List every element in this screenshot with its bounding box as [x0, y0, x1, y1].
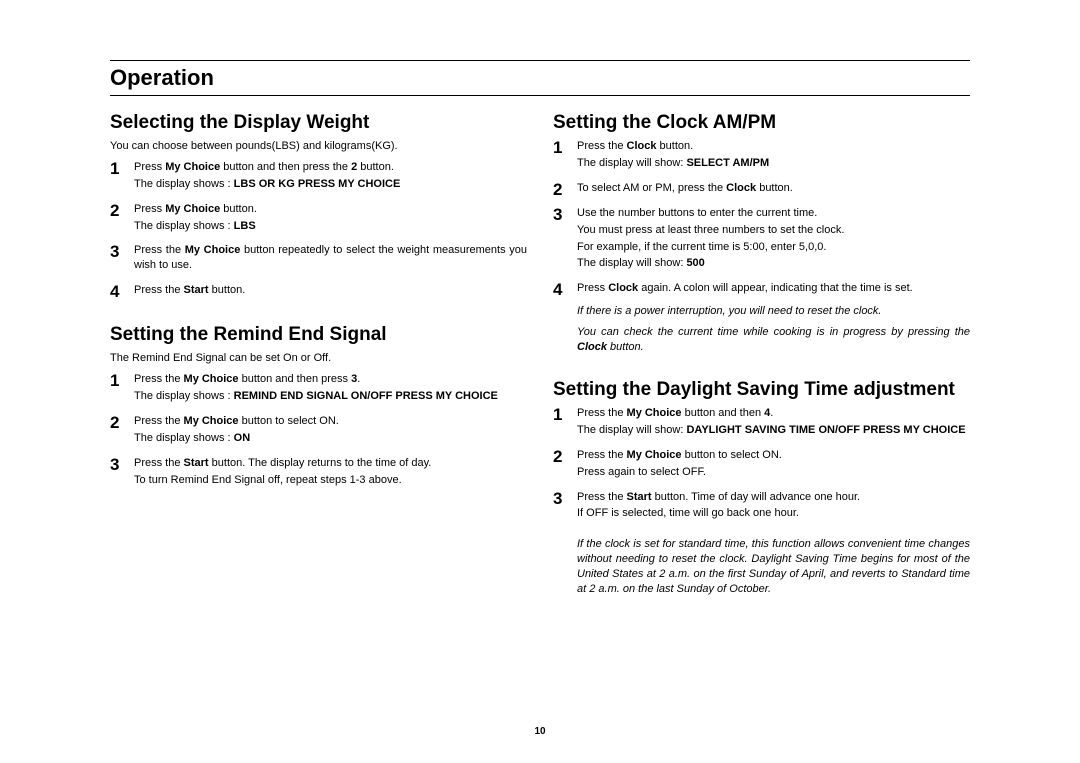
note-dst: If the clock is set for standard time, t…	[553, 537, 970, 596]
step-body: Press the My Choice button and then pres…	[134, 372, 498, 406]
steps-remind-end: 1 Press the My Choice button and then pr…	[110, 372, 527, 489]
step-number: 1	[553, 139, 567, 173]
step-number: 2	[553, 181, 567, 198]
step: 2 To select AM or PM, press the Clock bu…	[553, 181, 970, 198]
step: 3 Press the Start button. The display re…	[110, 456, 527, 490]
step: 1 Press My Choice button and then press …	[110, 160, 527, 194]
step-body: Press the My Choice button and then 4. T…	[577, 406, 966, 440]
step-body: Press the Start button. Time of day will…	[577, 490, 860, 524]
step-body: Press the My Choice button repeatedly to…	[134, 243, 527, 275]
intro-display-weight: You can choose between pounds(LBS) and k…	[110, 139, 527, 154]
step-number: 1	[110, 372, 124, 406]
step-number: 2	[110, 414, 124, 448]
note-clock-2: You can check the current time while coo…	[553, 325, 970, 355]
step-number: 3	[110, 243, 124, 275]
step-number: 1	[110, 160, 124, 194]
steps-display-weight: 1 Press My Choice button and then press …	[110, 160, 527, 300]
top-rule	[110, 60, 970, 61]
right-column: Setting the Clock AM/PM 1 Press the Cloc…	[553, 106, 970, 597]
step-number: 4	[553, 281, 567, 298]
step: 2 Press My Choice button. The display sh…	[110, 202, 527, 236]
step: 4 Press Clock again. A colon will appear…	[553, 281, 970, 298]
note-clock-1: If there is a power interruption, you wi…	[553, 304, 970, 319]
step: 2 Press the My Choice button to select O…	[553, 448, 970, 482]
step-number: 3	[553, 206, 567, 273]
left-column: Selecting the Display Weight You can cho…	[110, 106, 527, 597]
steps-dst: 1 Press the My Choice button and then 4.…	[553, 406, 970, 523]
step-number: 3	[110, 456, 124, 490]
step: 1 Press the Clock button. The display wi…	[553, 139, 970, 173]
step-body: Press the Start button. The display retu…	[134, 456, 431, 490]
section-title-remind-end: Setting the Remind End Signal	[110, 324, 527, 345]
step-body: Press the My Choice button to select ON.…	[134, 414, 339, 448]
step: 3 Press the Start button. Time of day wi…	[553, 490, 970, 524]
step-body: Press Clock again. A colon will appear, …	[577, 281, 913, 298]
step: 4 Press the Start button.	[110, 283, 527, 300]
step: 3 Use the number buttons to enter the cu…	[553, 206, 970, 273]
page-title: Operation	[110, 65, 970, 91]
step-body: To select AM or PM, press the Clock butt…	[577, 181, 793, 198]
section-title-clock: Setting the Clock AM/PM	[553, 112, 970, 133]
step: 2 Press the My Choice button to select O…	[110, 414, 527, 448]
step-number: 3	[553, 490, 567, 524]
step-body: Press My Choice button and then press th…	[134, 160, 400, 194]
step-number: 1	[553, 406, 567, 440]
step-number: 2	[553, 448, 567, 482]
step: 3 Press the My Choice button repeatedly …	[110, 243, 527, 275]
intro-remind-end: The Remind End Signal can be set On or O…	[110, 351, 527, 366]
step: 1 Press the My Choice button and then 4.…	[553, 406, 970, 440]
content-columns: Selecting the Display Weight You can cho…	[110, 106, 970, 597]
page-number: 10	[0, 726, 1080, 737]
step-body: Use the number buttons to enter the curr…	[577, 206, 844, 273]
steps-clock: 1 Press the Clock button. The display wi…	[553, 139, 970, 298]
step-number: 4	[110, 283, 124, 300]
section-title-dst: Setting the Daylight Saving Time adjustm…	[553, 379, 970, 400]
step-body: Press the Start button.	[134, 283, 245, 300]
step-body: Press My Choice button. The display show…	[134, 202, 257, 236]
step-body: Press the Clock button. The display will…	[577, 139, 769, 173]
section-title-display-weight: Selecting the Display Weight	[110, 112, 527, 133]
step: 1 Press the My Choice button and then pr…	[110, 372, 527, 406]
under-rule	[110, 95, 970, 96]
step-number: 2	[110, 202, 124, 236]
step-body: Press the My Choice button to select ON.…	[577, 448, 782, 482]
